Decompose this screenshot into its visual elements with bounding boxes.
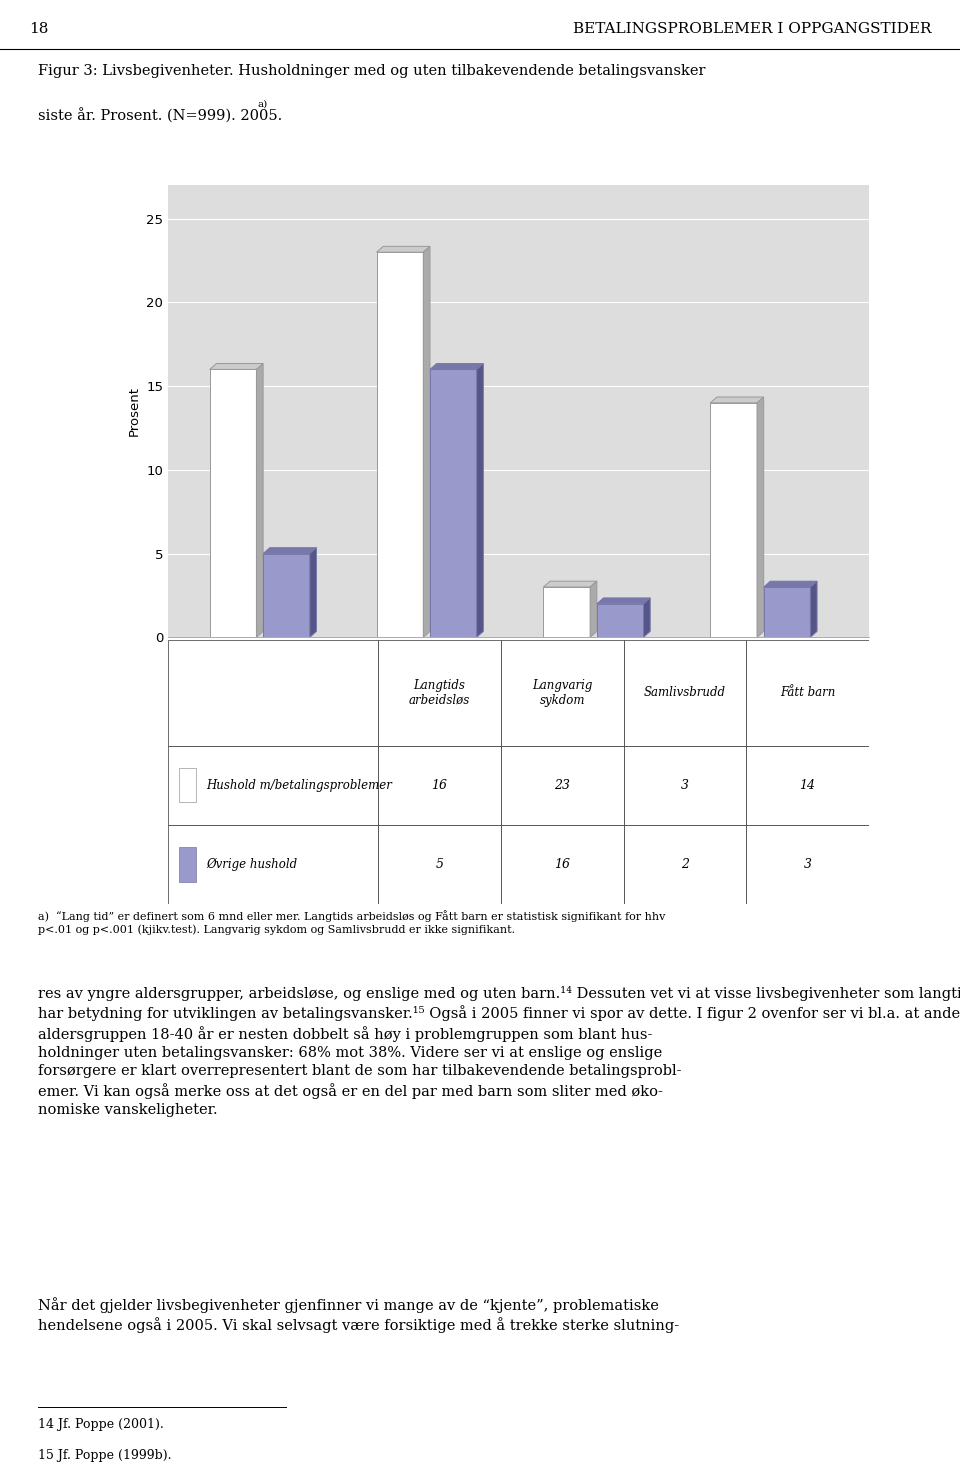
Polygon shape — [423, 246, 430, 637]
Text: Samlivsbrudd: Samlivsbrudd — [644, 686, 726, 700]
Bar — [624, 745, 746, 825]
Text: a)  “Lang tid” er definert som 6 mnd eller mer. Langtids arbeidsløs og Fått barn: a) “Lang tid” er definert som 6 mnd elle… — [38, 910, 666, 935]
Bar — [501, 825, 624, 904]
Polygon shape — [597, 597, 650, 603]
Polygon shape — [810, 581, 817, 637]
Text: 16: 16 — [432, 780, 447, 791]
Bar — [746, 640, 869, 745]
Bar — [710, 403, 757, 637]
Bar — [378, 745, 501, 825]
Text: Langtids
arbeidsløs: Langtids arbeidsløs — [409, 679, 470, 707]
Bar — [378, 640, 501, 745]
Bar — [746, 825, 869, 904]
Text: 15 Jf. Poppe (1999b).: 15 Jf. Poppe (1999b). — [38, 1449, 172, 1463]
Text: 14 Jf. Poppe (2001).: 14 Jf. Poppe (2001). — [38, 1418, 164, 1432]
Bar — [168, 640, 378, 745]
Bar — [378, 825, 501, 904]
Text: 3: 3 — [681, 780, 689, 791]
Bar — [209, 369, 256, 637]
Bar — [168, 825, 378, 904]
Bar — [624, 825, 746, 904]
Polygon shape — [209, 363, 263, 369]
Polygon shape — [477, 363, 484, 637]
Bar — [168, 745, 378, 825]
Text: Øvrige hushold: Øvrige hushold — [206, 858, 298, 871]
Polygon shape — [543, 581, 597, 587]
Polygon shape — [430, 363, 484, 369]
Text: 5: 5 — [436, 858, 444, 871]
Polygon shape — [757, 397, 764, 637]
Bar — [376, 252, 423, 637]
Bar — [746, 745, 869, 825]
Bar — [624, 640, 746, 745]
Text: 14: 14 — [800, 780, 815, 791]
Text: 16: 16 — [554, 858, 570, 871]
Text: Hushold m/betalingsproblemer: Hushold m/betalingsproblemer — [206, 780, 393, 791]
Text: Når det gjelder livsbegivenheter gjenfinner vi mange av de “kjente”, problematis: Når det gjelder livsbegivenheter gjenfin… — [38, 1297, 680, 1334]
Polygon shape — [710, 397, 764, 403]
Bar — [501, 745, 624, 825]
Text: res av yngre aldersgrupper, arbeidsløse, og enslige med og uten barn.¹⁴ Dessuten: res av yngre aldersgrupper, arbeidsløse,… — [38, 986, 960, 1117]
Bar — [179, 848, 196, 882]
Text: 18: 18 — [29, 22, 48, 36]
Polygon shape — [256, 363, 263, 637]
Polygon shape — [310, 548, 317, 637]
Text: 2: 2 — [681, 858, 689, 871]
Bar — [501, 640, 624, 745]
Bar — [263, 554, 310, 637]
Bar — [764, 587, 810, 637]
Bar — [597, 603, 643, 637]
Text: BETALINGSPROBLEMER I OPPGANGSTIDER: BETALINGSPROBLEMER I OPPGANGSTIDER — [573, 22, 931, 36]
Text: Langvarig
sykdom: Langvarig sykdom — [532, 679, 592, 707]
Text: 3: 3 — [804, 858, 811, 871]
Text: 23: 23 — [554, 780, 570, 791]
Polygon shape — [764, 581, 817, 587]
Bar — [430, 369, 477, 637]
Polygon shape — [643, 597, 650, 637]
Bar — [179, 768, 196, 802]
Polygon shape — [263, 548, 317, 554]
Bar — [543, 587, 590, 637]
Text: siste år. Prosent. (N=999). 2005.: siste år. Prosent. (N=999). 2005. — [38, 108, 282, 123]
Text: Fått barn: Fått barn — [780, 686, 835, 700]
Polygon shape — [376, 246, 430, 252]
Y-axis label: Prosent: Prosent — [128, 387, 140, 436]
Polygon shape — [590, 581, 597, 637]
Text: a): a) — [257, 99, 268, 108]
Text: Figur 3: Livsbegivenheter. Husholdninger med og uten tilbakevendende betalingsva: Figur 3: Livsbegivenheter. Husholdninger… — [38, 64, 706, 77]
